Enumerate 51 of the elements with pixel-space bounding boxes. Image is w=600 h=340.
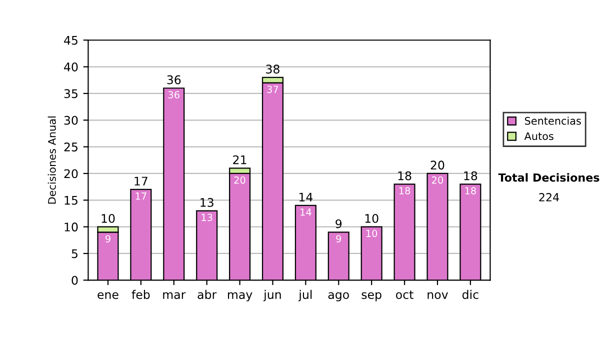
total-label: 21 <box>233 155 246 164</box>
x-tick-label: dic <box>462 290 478 300</box>
total-label: 10 <box>102 214 115 223</box>
y-tick-label: 25 <box>64 142 78 152</box>
y-tick-label: 40 <box>64 62 78 72</box>
data-label: 18 <box>399 187 410 194</box>
data-label: 9 <box>105 235 110 242</box>
data-label: 20 <box>432 176 444 184</box>
y-tick-label: 5 <box>72 249 78 258</box>
text: 224 <box>539 193 559 202</box>
legend-label: Autos <box>524 132 554 140</box>
total-label: 36 <box>167 75 181 84</box>
total-label: 13 <box>200 198 214 207</box>
total-label: 18 <box>398 171 412 180</box>
y-tick-label: 45 <box>64 36 78 45</box>
y-tick-label: 15 <box>64 196 78 205</box>
x-tick-label: oct <box>396 290 414 300</box>
legend-label: Sentencias <box>524 116 581 125</box>
y-tick-label: 10 <box>64 222 78 232</box>
x-tick-label: feb <box>132 290 150 300</box>
x-tick-label: ago <box>328 292 349 302</box>
x-tick-label: jun <box>263 290 281 302</box>
x-tick-label: ene <box>98 292 118 300</box>
text: Total Decisiones <box>498 173 600 182</box>
data-label: 36 <box>168 91 180 98</box>
data-label: 37 <box>267 86 278 94</box>
y-tick-label: 0 <box>72 276 78 285</box>
total-label: 18 <box>464 171 478 180</box>
data-label: 20 <box>234 176 246 184</box>
x-tick-label: nov <box>428 292 448 300</box>
data-label: 13 <box>202 214 212 222</box>
x-tick-label: jul <box>298 290 312 302</box>
total-label: 10 <box>365 214 378 223</box>
x-tick-label: mar <box>163 292 186 300</box>
x-tick-label: sep <box>362 292 382 302</box>
data-label: 17 <box>136 192 146 200</box>
y-axis-title: Decisiones Anual <box>48 116 56 204</box>
data-label: 18 <box>465 187 476 194</box>
x-tick-label: abr <box>198 290 217 300</box>
total-label: 14 <box>299 192 313 202</box>
total-label: 38 <box>266 64 280 74</box>
y-tick-label: 20 <box>64 169 78 178</box>
data-label: 9 <box>336 235 342 242</box>
data-label: 10 <box>366 230 378 238</box>
x-tick-label: may <box>228 292 252 302</box>
total-label: 9 <box>336 219 342 228</box>
total-label: 20 <box>430 160 444 170</box>
data-label: 14 <box>300 208 312 216</box>
y-tick-label: 35 <box>64 89 78 98</box>
total-label: 17 <box>134 176 148 186</box>
y-tick-label: 30 <box>64 116 78 125</box>
